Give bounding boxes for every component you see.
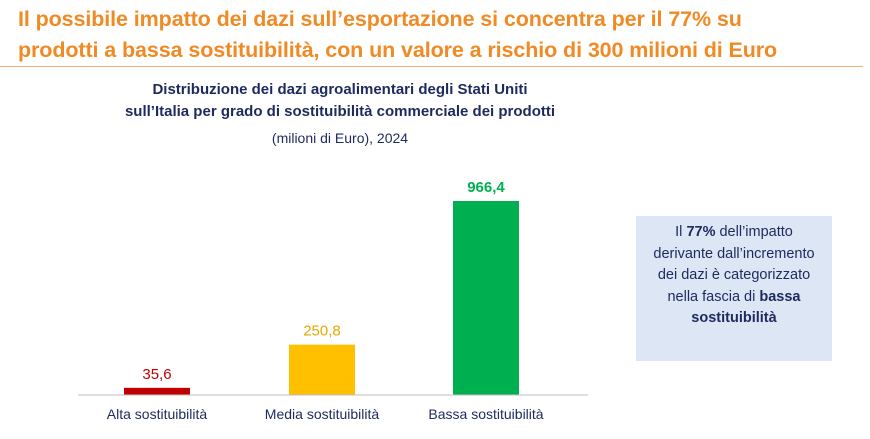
category-label-2: Media sostituibilità [265,406,380,422]
bar-1 [124,387,190,395]
chart-bars [124,201,519,395]
chart-title: Distribuzione dei dazi agroalimentari de… [20,79,660,123]
headline-divider [0,66,863,67]
headline-line-2: prodotti a bassa sostituibilità, con un … [18,38,778,62]
bar-2 [289,344,355,395]
category-label-3: Bassa sostituibilità [428,406,543,422]
bar-3 [453,201,519,395]
headline-line-1: Il possibile impatto dei dazi sull’espor… [18,7,742,31]
insight-callout: Il 77% dell’impatto derivante dall’incre… [636,216,832,361]
callout-text: dell’impatto derivante dall’incremento d… [653,224,815,305]
value-label-1: 35,6 [142,366,171,383]
callout-percent: 77% [686,224,716,240]
chart-value-labels: 35,6 250,8 966,4 [142,179,505,383]
value-label-2: 250,8 [303,323,341,340]
callout-emphasis: bassa sostituibilità [691,288,801,327]
value-label-3: 966,4 [467,179,505,196]
chart-category-labels: Alta sostituibilità Media sostituibilità B… [107,406,544,422]
callout-prefix: Il [675,224,687,240]
headline: Il possibile impatto dei dazi sull’espor… [18,4,863,66]
category-label-1: Alta sostituibilità [107,406,208,422]
chart-title-line-1: Distribuzione dei dazi agroalimentari de… [152,81,528,98]
chart-subtitle: (milioni di Euro), 2024 [271,130,409,146]
chart-title-line-2: sull’Italia per grado di sostituibilità … [124,103,556,120]
